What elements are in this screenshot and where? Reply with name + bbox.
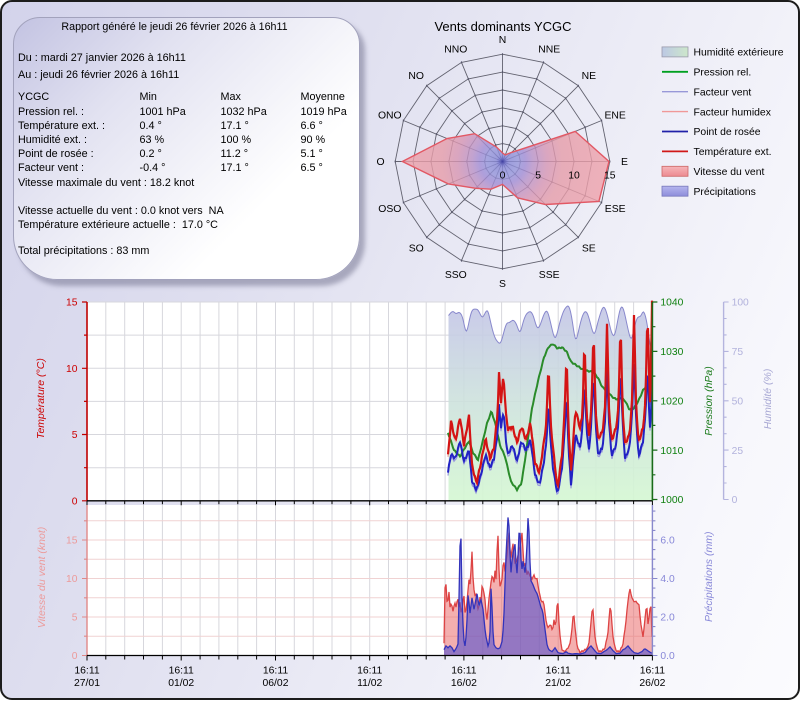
svg-text:Facteur humidex: Facteur humidex [694,107,772,118]
svg-text:01/02: 01/02 [168,678,194,689]
svg-text:75: 75 [732,347,744,358]
svg-text:S: S [499,279,506,290]
svg-text:16:11: 16:11 [74,666,99,677]
svg-text:16:11: 16:11 [546,666,571,677]
svg-text:10: 10 [66,364,78,375]
svg-text:NNE: NNE [538,45,560,56]
svg-text:Vents dominants YCGC: Vents dominants YCGC [434,19,571,34]
svg-text:Point de rosée: Point de rosée [694,127,761,138]
svg-text:06/02: 06/02 [262,678,288,689]
svg-text:1030: 1030 [660,347,683,358]
svg-text:E: E [621,157,628,168]
svg-text:15: 15 [66,536,78,547]
svg-text:SSE: SSE [539,270,560,281]
svg-text:ESE: ESE [605,204,626,215]
svg-text:N: N [499,35,507,46]
svg-text:ONO: ONO [378,111,402,122]
svg-text:16:11: 16:11 [640,666,665,677]
svg-text:ENE: ENE [605,111,626,122]
svg-text:1020: 1020 [660,396,683,407]
svg-text:11/02: 11/02 [357,678,382,689]
svg-text:5: 5 [72,613,78,624]
svg-text:6.0: 6.0 [660,536,675,547]
svg-text:16:11: 16:11 [451,666,476,677]
svg-text:Température (°C): Température (°C) [35,358,47,439]
svg-text:SO: SO [409,244,424,255]
svg-text:0: 0 [732,495,738,506]
svg-text:NNO: NNO [444,45,467,56]
svg-text:1010: 1010 [660,446,683,457]
svg-text:5: 5 [72,430,78,441]
svg-text:OSO: OSO [378,204,401,215]
svg-text:Précipitations (mm): Précipitations (mm) [703,532,715,622]
svg-text:0.0: 0.0 [660,651,675,662]
svg-text:2.0: 2.0 [660,613,675,624]
svg-text:Vitesse du vent: Vitesse du vent [694,167,765,178]
svg-text:16:11: 16:11 [357,666,382,677]
svg-text:21/02: 21/02 [545,678,571,689]
svg-text:15: 15 [604,171,616,182]
svg-text:26/02: 26/02 [639,678,665,689]
svg-text:5: 5 [535,171,541,182]
svg-text:50: 50 [732,396,744,407]
svg-text:O: O [376,157,384,168]
svg-text:16/02: 16/02 [451,678,477,689]
svg-text:4.0: 4.0 [660,574,675,585]
svg-text:15: 15 [66,298,78,309]
svg-text:0: 0 [500,171,506,182]
svg-text:SSO: SSO [445,270,467,281]
svg-text:NO: NO [408,71,424,82]
svg-text:27/01: 27/01 [74,678,100,689]
svg-text:Humidité extérieure: Humidité extérieure [694,48,784,59]
svg-text:Vitesse du vent (knot): Vitesse du vent (knot) [36,527,48,628]
svg-text:16:11: 16:11 [169,666,194,677]
svg-text:Précipitations: Précipitations [694,187,756,198]
svg-text:Pression rel.: Pression rel. [694,68,752,79]
svg-text:0: 0 [72,651,78,662]
svg-text:NE: NE [582,71,597,82]
svg-text:100: 100 [732,298,749,309]
svg-text:Humidité (%): Humidité (%) [762,369,774,430]
svg-text:16:11: 16:11 [263,666,288,677]
svg-text:10: 10 [66,574,78,585]
svg-text:25: 25 [732,446,744,457]
svg-text:1040: 1040 [660,298,683,309]
svg-text:Pression (hPa): Pression (hPa) [703,366,715,435]
svg-text:1000: 1000 [660,495,683,506]
svg-text:Facteur vent: Facteur vent [694,87,752,98]
svg-text:10: 10 [568,171,580,182]
svg-text:SE: SE [582,244,596,255]
svg-text:0: 0 [72,497,78,508]
svg-text:Température ext.: Température ext. [694,147,772,158]
